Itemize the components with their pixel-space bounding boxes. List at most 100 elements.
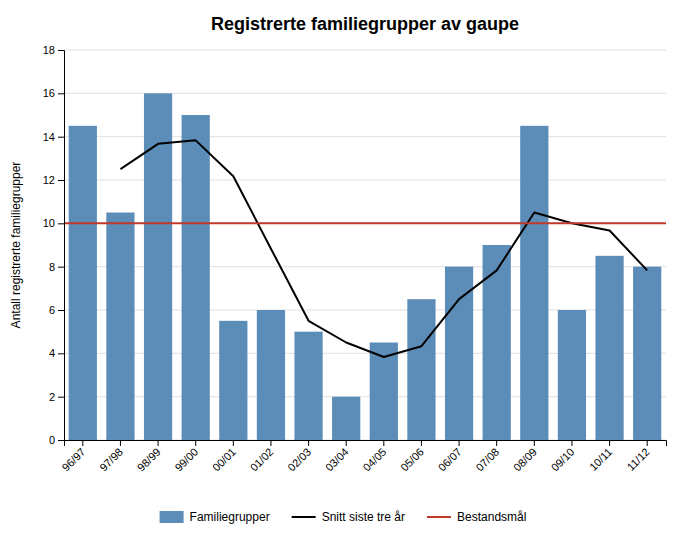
tick-label: 06/07 xyxy=(436,446,464,474)
tick-mark xyxy=(270,440,271,446)
y-axis: 0 2 4 6 8 10 12 14 16 18 xyxy=(43,44,65,446)
plot-area xyxy=(64,93,666,440)
tick-label: 07/08 xyxy=(473,446,501,474)
bar xyxy=(633,267,661,440)
tick-label: 01/02 xyxy=(248,446,276,474)
tick: 99/00 xyxy=(172,440,200,473)
tick-mark xyxy=(158,440,159,446)
legend-label: Familiegrupper xyxy=(190,510,270,524)
grid-line xyxy=(64,223,666,224)
tick: 05/06 xyxy=(398,440,426,473)
tick-mark xyxy=(383,440,384,446)
tick-label: 96/97 xyxy=(60,446,88,474)
tick-mark xyxy=(459,440,460,446)
bar xyxy=(144,93,172,440)
tick: 03/04 xyxy=(323,440,351,473)
tick-mark xyxy=(609,440,610,446)
tick-mark xyxy=(195,440,196,446)
tick: 10 xyxy=(43,217,64,229)
tick: 00/01 xyxy=(210,440,238,473)
tick: 97/98 xyxy=(97,440,125,473)
tick-mark xyxy=(308,440,309,446)
legend-item: Snitt siste tre år xyxy=(292,510,405,524)
tick-label: 14 xyxy=(43,131,55,143)
axis-line xyxy=(65,441,667,447)
legend-label: Snitt siste tre år xyxy=(322,510,405,524)
chart: 0 2 4 6 8 10 12 14 16 18 96/97 97/98 98/99 99/00 00/01… xyxy=(0,0,686,535)
x-axis: 96/97 97/98 98/99 99/00 00/01 01/02 02/03 03/04… xyxy=(60,440,667,473)
tick-label: 12 xyxy=(43,174,55,186)
tick-label: 2 xyxy=(49,391,55,403)
tick-label: 03/04 xyxy=(323,446,351,474)
legend: Familiegrupper Snitt siste tre år Bestands… xyxy=(160,510,527,524)
legend-swatch xyxy=(427,516,451,518)
grid xyxy=(64,50,666,440)
tick: 14 xyxy=(43,131,64,143)
tick: 11/12 xyxy=(624,440,651,473)
bars xyxy=(69,93,662,440)
bar xyxy=(257,310,285,440)
tick-mark xyxy=(58,137,64,138)
tick: 01/02 xyxy=(248,440,276,473)
tick-label: 09/10 xyxy=(549,446,577,474)
tick-label: 16 xyxy=(43,87,55,99)
tick-mark xyxy=(233,440,234,446)
bar xyxy=(332,397,360,440)
legend-swatch xyxy=(292,516,316,518)
tick: 12 xyxy=(43,174,64,186)
bar xyxy=(520,126,548,440)
bar xyxy=(182,115,210,440)
tick-label: 10 xyxy=(43,217,55,229)
tick-label: 6 xyxy=(49,304,55,316)
tick-label: 8 xyxy=(49,261,55,273)
bar xyxy=(219,321,247,440)
tick-label: 05/06 xyxy=(398,446,426,474)
tick-label: 04/05 xyxy=(361,446,389,474)
tick-label: 08/09 xyxy=(511,446,539,474)
tick-mark xyxy=(58,50,64,51)
tick-label: 4 xyxy=(49,347,55,359)
tick-mark xyxy=(58,180,64,181)
tick: 2 xyxy=(49,391,64,403)
tick: 08/09 xyxy=(511,440,539,473)
tick: 10/11 xyxy=(587,440,614,473)
tick-label: 18 xyxy=(43,44,55,56)
tick: 18 xyxy=(43,44,64,56)
tick-mark xyxy=(534,440,535,446)
tick: 09/10 xyxy=(549,440,577,473)
tick: 0 xyxy=(49,434,64,446)
tick-mark xyxy=(82,440,83,446)
tick-mark xyxy=(58,310,64,311)
tick-mark xyxy=(647,440,648,446)
bar xyxy=(558,310,586,440)
title: Registrerte familiegrupper av gaupe xyxy=(211,14,519,34)
tick-mark xyxy=(58,223,64,224)
tick: 16 xyxy=(43,87,64,99)
reference-line xyxy=(64,222,666,224)
tick: 07/08 xyxy=(473,440,501,473)
tick: 98/99 xyxy=(135,440,163,473)
axis-line xyxy=(58,51,65,441)
bar xyxy=(407,299,435,440)
tick-mark xyxy=(58,267,64,268)
bar xyxy=(595,256,623,440)
legend-swatch xyxy=(160,511,184,523)
tick: 6 xyxy=(49,304,64,316)
tick: 96/97 xyxy=(60,440,88,473)
tick-mark xyxy=(120,440,121,446)
tick-label: 97/98 xyxy=(97,446,125,474)
bar xyxy=(69,126,97,440)
bar xyxy=(106,213,134,441)
tick-mark xyxy=(496,440,497,446)
tick-mark xyxy=(421,440,422,446)
line xyxy=(120,140,647,357)
bar xyxy=(483,245,511,440)
tick-label: 00/01 xyxy=(210,446,238,474)
tick-mark xyxy=(346,440,347,446)
tick: 02/03 xyxy=(285,440,313,473)
axis-title: Antall registrerte familiegrupper xyxy=(9,162,23,329)
legend-label: Bestandsmål xyxy=(457,510,526,524)
tick-mark xyxy=(58,93,64,94)
tick: 4 xyxy=(49,347,64,359)
tick-label: 99/00 xyxy=(172,446,200,474)
